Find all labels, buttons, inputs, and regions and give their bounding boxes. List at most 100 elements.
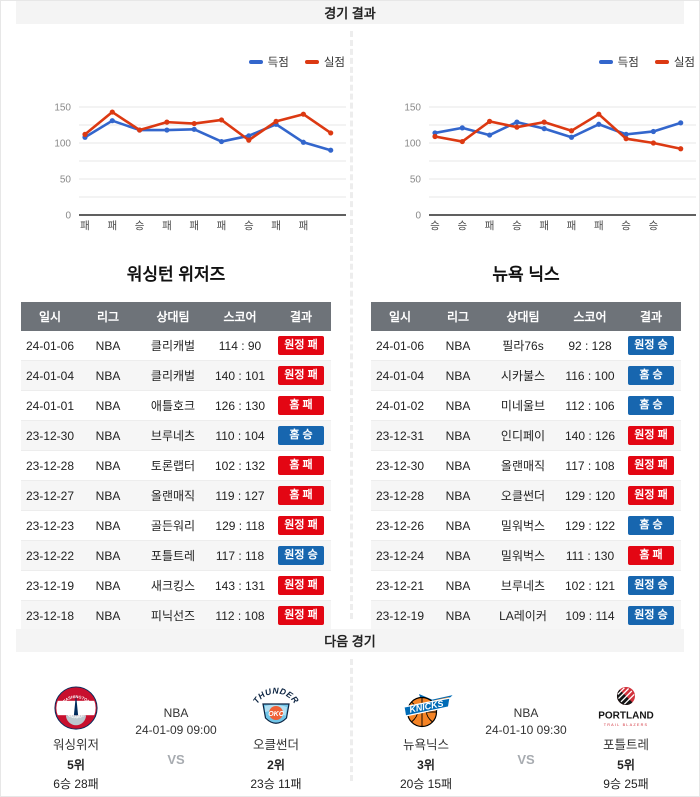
team-rank: 2위 — [267, 758, 285, 772]
scored-series-swatch — [248, 60, 263, 64]
cell-date: 24-01-04 — [375, 368, 425, 383]
cell-result: 홈 승 — [621, 366, 681, 385]
svg-text:패: 패 — [485, 220, 495, 232]
cell-result: 원정 패 — [621, 486, 681, 505]
cell-opponent: 인디페이 — [500, 429, 546, 443]
cell-date: 23-12-26 — [375, 518, 425, 533]
team-rank: 3위 — [417, 758, 435, 772]
cell-score: 129 : 122 — [564, 518, 616, 533]
result-badge: 원정 패 — [628, 456, 674, 475]
table-row: 23-12-23 NBA 골든워리 129 : 118 원정 패 — [21, 511, 331, 541]
cell-date: 23-12-28 — [375, 488, 425, 503]
svg-text:0: 0 — [415, 211, 421, 222]
result-badge: 원정 승 — [278, 546, 324, 565]
svg-text:100: 100 — [54, 139, 71, 150]
vs-label: VS — [517, 752, 535, 767]
team-title: 뉴욕 닉스 — [492, 265, 560, 284]
cell-league: NBA — [95, 458, 121, 473]
table-row: 24-01-06 NBA 필라76s 92 : 128 원정 승 — [371, 331, 681, 361]
cell-result: 홈 승 — [621, 516, 681, 535]
team-block-away: PORTLAND TRAIL BLAZERS 포틀트레 5위 9승 25패 — [578, 685, 674, 792]
cell-league: NBA — [95, 578, 121, 593]
cell-score: 112 : 106 — [565, 398, 615, 413]
wizards-results-section: 워싱턴 위저즈 일시 리그 상대팀 스코어 결과 24-01-06 NBA 클리캐벌 114 … — [21, 261, 331, 631]
svg-text:승: 승 — [430, 220, 440, 232]
cell-score: 112 : 108 — [215, 608, 265, 623]
vertical-divider — [350, 31, 353, 619]
wizards-logo: WASHINGTON WIZARDS — [28, 685, 124, 731]
cell-league: NBA — [95, 428, 121, 443]
svg-text:0: 0 — [65, 211, 71, 222]
cell-score: 116 : 100 — [565, 368, 615, 383]
legend-item-scored: 득점 — [248, 54, 289, 70]
table-row: 24-01-04 NBA 시카불스 116 : 100 홈 승 — [371, 361, 681, 391]
result-badge: 원정 패 — [278, 366, 324, 385]
cell-league: NBA — [445, 578, 471, 593]
cell-score: 129 : 120 — [564, 488, 616, 503]
cell-score: 140 : 126 — [564, 428, 616, 443]
column-header: 상대팀 — [506, 310, 540, 324]
section-header-results: 경기 결과 — [16, 1, 684, 24]
next-game-card: KNICKS 뉴욕닉스 3위 20승 15패 NBA 24-01-10 09:3… — [351, 652, 699, 792]
line-chart: 0 50 100 150 승 승 패 승 패 패 패 승 승 — [404, 103, 696, 232]
cell-score: 114 : 90 — [218, 338, 262, 353]
svg-text:패: 패 — [189, 220, 199, 232]
cell-opponent: 미네울브 — [500, 399, 546, 413]
knicks-logo: KNICKS — [378, 685, 474, 731]
match-info: NBA 24-01-09 09:00 VS — [130, 685, 222, 792]
svg-text:패: 패 — [271, 220, 281, 232]
cell-date: 24-01-02 — [375, 398, 425, 413]
result-badge: 홈 패 — [628, 546, 674, 565]
svg-text:패: 패 — [162, 220, 172, 232]
cell-score: 102 : 132 — [214, 458, 266, 473]
table-row: 23-12-30 NBA 올랜매직 117 : 108 원정 패 — [371, 451, 681, 481]
cell-result: 홈 패 — [271, 486, 331, 505]
cell-date: 23-12-31 — [375, 428, 425, 443]
cell-result: 원정 패 — [271, 606, 331, 625]
cell-result: 홈 승 — [271, 426, 331, 445]
cell-date: 23-12-27 — [25, 488, 75, 503]
cell-opponent: 브루네츠 — [150, 429, 196, 443]
chart-legend: 득점 실점 — [598, 54, 695, 70]
team-title: 워싱턴 위저즈 — [126, 265, 226, 284]
portland-logo: PORTLAND TRAIL BLAZERS — [578, 685, 674, 731]
legend-item-scored: 득점 — [598, 54, 639, 70]
cell-date: 23-12-18 — [25, 608, 75, 623]
legend-scored-label: 득점 — [267, 57, 289, 69]
cell-result: 원정 패 — [271, 336, 331, 355]
cell-result: 원정 승 — [621, 336, 681, 355]
svg-text:패: 패 — [594, 220, 604, 232]
cell-date: 24-01-01 — [25, 398, 75, 413]
result-badge: 홈 승 — [278, 426, 324, 445]
svg-text:100: 100 — [404, 139, 421, 150]
table-row: 23-12-28 NBA 토론랩터 102 : 132 홈 패 — [21, 451, 331, 481]
match-datetime: 24-01-10 09:30 — [485, 723, 567, 737]
svg-text:패: 패 — [539, 220, 549, 232]
match-info: NBA 24-01-10 09:30 VS — [480, 685, 572, 792]
svg-text:TRAIL BLAZERS: TRAIL BLAZERS — [604, 723, 649, 727]
table-row: 24-01-04 NBA 클리캐벌 140 : 101 원정 패 — [21, 361, 331, 391]
cell-league: NBA — [445, 518, 471, 533]
cell-date: 23-12-23 — [25, 518, 75, 533]
cell-league: NBA — [95, 548, 121, 563]
svg-text:승: 승 — [512, 220, 522, 232]
cell-date: 24-01-04 — [25, 368, 75, 383]
svg-text:패: 패 — [567, 220, 577, 232]
cell-opponent: 클리캐벌 — [150, 339, 196, 353]
result-badge: 홈 승 — [628, 396, 674, 415]
result-badge: 홈 패 — [278, 486, 324, 505]
next-game-card: WASHINGTON WIZARDS 워싱위저 5위 6승 28패 NBA 24… — [1, 652, 351, 791]
svg-text:50: 50 — [60, 175, 72, 186]
cell-date: 24-01-06 — [25, 338, 75, 353]
table-row: 23-12-24 NBA 밀워벅스 111 : 130 홈 패 — [371, 541, 681, 571]
cell-opponent: 클리캐벌 — [150, 369, 196, 383]
team-rank: 5위 — [67, 758, 85, 772]
cell-score: 129 : 118 — [215, 518, 265, 533]
team-rank: 5위 — [617, 758, 635, 772]
result-badge: 홈 승 — [628, 366, 674, 385]
cell-league: NBA — [95, 608, 121, 623]
svg-text:패: 패 — [299, 220, 309, 232]
cell-result: 원정 패 — [621, 456, 681, 475]
cell-league: NBA — [95, 338, 121, 353]
cell-date: 23-12-21 — [375, 578, 425, 593]
